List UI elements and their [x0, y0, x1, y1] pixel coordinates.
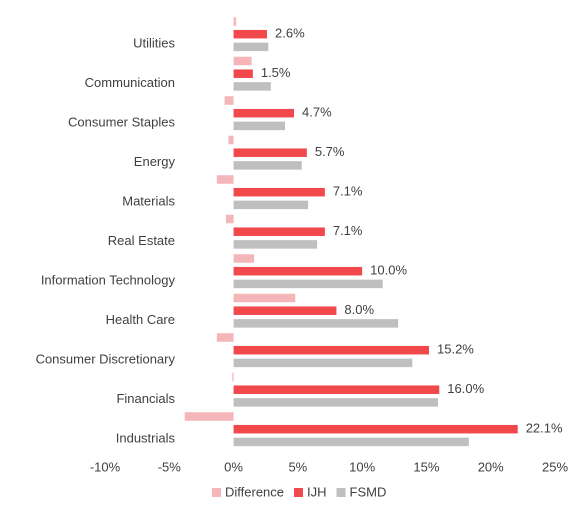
- x-tick-label: 10%: [349, 459, 375, 474]
- x-tick-label: 25%: [542, 459, 568, 474]
- bar: [233, 42, 269, 52]
- bar: [233, 200, 309, 210]
- bar: [233, 121, 285, 131]
- y-tick-label: Materials: [122, 193, 175, 208]
- legend-swatch: [212, 488, 221, 497]
- x-tick-label: 15%: [413, 459, 439, 474]
- bar: [233, 161, 302, 170]
- value-label: 5.7%: [315, 144, 345, 159]
- bar: [233, 108, 294, 118]
- y-tick-label: Financials: [116, 391, 175, 406]
- bar: [233, 385, 440, 394]
- bar: [225, 214, 234, 224]
- y-tick-label: Consumer Staples: [68, 114, 175, 129]
- bar: [233, 424, 518, 434]
- bar: [233, 82, 271, 91]
- bar: [233, 306, 337, 315]
- x-tick-label: 20%: [478, 459, 504, 474]
- bar: [224, 96, 234, 105]
- value-label: 22.1%: [526, 421, 563, 436]
- y-tick-label: Utilities: [133, 35, 175, 50]
- bar: [233, 69, 253, 78]
- x-tick-label: 0%: [224, 459, 243, 474]
- value-label: 1.5%: [261, 65, 291, 80]
- legend-swatch: [294, 488, 304, 497]
- bar: [233, 17, 237, 26]
- y-tick-label: Information Technology: [41, 272, 176, 287]
- bar: [233, 227, 325, 236]
- x-tick-label: 5%: [288, 459, 307, 474]
- bar: [233, 293, 296, 303]
- value-label: 7.1%: [333, 223, 363, 238]
- bar: [233, 148, 307, 157]
- value-label: 15.2%: [437, 342, 474, 357]
- bar: [232, 372, 234, 382]
- bar: [233, 266, 363, 276]
- legend-label: IJH: [307, 484, 327, 499]
- x-tick-label: -10%: [90, 459, 121, 474]
- x-tick-label: -5%: [158, 459, 182, 474]
- bar: [233, 29, 267, 39]
- value-label: 10.0%: [370, 263, 407, 278]
- legend-swatch: [336, 488, 346, 497]
- value-label: 7.1%: [333, 184, 363, 199]
- y-tick-label: Industrials: [116, 430, 176, 445]
- bar: [216, 175, 234, 184]
- bar: [233, 437, 469, 447]
- y-tick-label: Communication: [85, 75, 175, 90]
- y-tick-label: Real Estate: [108, 233, 175, 248]
- bar: [233, 187, 325, 197]
- value-label: 4.7%: [302, 105, 332, 120]
- bar: [233, 279, 383, 289]
- bar: [233, 398, 438, 407]
- bar: [233, 240, 318, 249]
- value-label: 8.0%: [344, 302, 374, 317]
- bar: [233, 358, 413, 368]
- bar: [233, 345, 429, 355]
- bar: [184, 412, 234, 421]
- bar: [233, 254, 255, 263]
- value-label: 16.0%: [447, 381, 484, 396]
- y-tick-label: Consumer Discretionary: [36, 351, 176, 366]
- legend-label: FSMD: [350, 484, 387, 499]
- bar: [233, 56, 252, 66]
- bar: [216, 333, 234, 342]
- y-tick-label: Health Care: [106, 312, 175, 327]
- value-label: 2.6%: [275, 26, 305, 41]
- bar: [233, 319, 399, 328]
- y-tick-label: Energy: [134, 154, 176, 169]
- bar: [228, 135, 234, 145]
- legend-label: Difference: [225, 484, 284, 499]
